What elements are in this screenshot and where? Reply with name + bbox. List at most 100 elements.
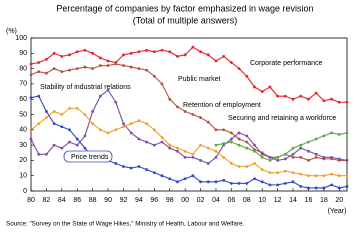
data-point bbox=[337, 132, 341, 136]
data-point bbox=[199, 50, 202, 54]
x-tick-label: 96 bbox=[150, 197, 158, 204]
data-point bbox=[199, 180, 202, 184]
data-point bbox=[75, 67, 79, 70]
data-point bbox=[191, 45, 195, 49]
data-point bbox=[260, 180, 264, 184]
data-point bbox=[122, 53, 125, 57]
data-point bbox=[299, 143, 303, 147]
data-point bbox=[37, 61, 41, 64]
series-line bbox=[215, 132, 348, 161]
data-point bbox=[299, 172, 303, 176]
data-point bbox=[52, 67, 56, 70]
data-point bbox=[253, 177, 256, 181]
data-point bbox=[206, 180, 210, 184]
data-point bbox=[60, 125, 64, 129]
data-point bbox=[176, 146, 179, 150]
x-tick-label: 82 bbox=[43, 197, 51, 204]
data-point bbox=[322, 186, 326, 190]
data-point bbox=[322, 174, 326, 178]
x-tick-label: 08 bbox=[243, 197, 251, 204]
data-point bbox=[45, 152, 48, 156]
data-point bbox=[145, 168, 149, 171]
data-point bbox=[191, 113, 195, 116]
data-point bbox=[29, 73, 33, 77]
data-point bbox=[45, 110, 48, 113]
data-point bbox=[229, 137, 233, 141]
x-tick-label: 14 bbox=[289, 197, 297, 204]
data-point bbox=[268, 85, 272, 89]
data-point bbox=[322, 134, 326, 138]
data-point bbox=[152, 143, 156, 147]
data-point bbox=[183, 155, 187, 159]
data-point bbox=[68, 128, 71, 132]
x-tick-label: 18 bbox=[320, 197, 328, 204]
data-point bbox=[337, 157, 341, 161]
data-point bbox=[137, 165, 141, 168]
data-point bbox=[176, 149, 179, 153]
data-point bbox=[52, 51, 56, 55]
data-point bbox=[222, 54, 226, 58]
data-point bbox=[260, 90, 264, 93]
series-label: Public market bbox=[178, 76, 220, 83]
chart-title: Percentage of companies by factor emphas… bbox=[56, 3, 313, 13]
data-point bbox=[237, 131, 241, 135]
data-point bbox=[330, 172, 333, 176]
data-point bbox=[330, 131, 333, 135]
data-point bbox=[60, 113, 64, 116]
data-point bbox=[268, 171, 272, 175]
data-point bbox=[129, 122, 133, 126]
data-point bbox=[114, 128, 118, 132]
data-point bbox=[160, 82, 164, 86]
data-point bbox=[307, 159, 310, 162]
data-point bbox=[307, 149, 310, 153]
data-point bbox=[307, 140, 310, 144]
data-point bbox=[214, 128, 218, 132]
data-point bbox=[245, 134, 249, 138]
data-point bbox=[260, 168, 264, 171]
x-tick-label: 88 bbox=[89, 197, 97, 204]
data-point bbox=[68, 140, 71, 144]
data-point bbox=[253, 162, 256, 165]
data-point bbox=[222, 178, 226, 182]
data-point bbox=[98, 94, 102, 98]
data-point bbox=[283, 152, 287, 156]
data-point bbox=[68, 68, 71, 72]
data-point bbox=[307, 97, 310, 101]
data-point bbox=[322, 99, 326, 103]
data-point bbox=[91, 51, 95, 55]
data-point bbox=[122, 122, 125, 126]
data-point bbox=[129, 65, 133, 69]
data-point bbox=[214, 59, 218, 63]
data-point bbox=[206, 53, 210, 57]
data-point bbox=[314, 91, 318, 95]
x-tick-label: 10 bbox=[258, 197, 266, 204]
data-point bbox=[52, 122, 56, 126]
data-point bbox=[75, 50, 79, 54]
series-line bbox=[30, 46, 347, 103]
y-tick-label: 30 bbox=[19, 142, 27, 149]
data-point bbox=[176, 180, 179, 184]
data-point bbox=[114, 162, 118, 165]
data-point bbox=[52, 143, 56, 147]
x-tick-label: 12 bbox=[274, 197, 282, 204]
x-tick-label: 04 bbox=[212, 197, 220, 204]
data-point bbox=[37, 122, 41, 126]
data-point bbox=[222, 142, 226, 145]
x-tick-label: 06 bbox=[227, 197, 235, 204]
x-tick-label: 16 bbox=[305, 197, 313, 204]
source-note: Source: "Survey on the State of Wage Hik… bbox=[6, 221, 245, 228]
series-label: Price trends bbox=[71, 154, 109, 161]
data-point bbox=[176, 105, 179, 109]
data-point bbox=[314, 155, 318, 159]
chart-subtitle: (Total of multiple answers) bbox=[133, 15, 238, 25]
data-point bbox=[91, 122, 95, 126]
data-point bbox=[191, 174, 195, 178]
data-point bbox=[75, 143, 79, 147]
data-point bbox=[37, 94, 41, 98]
data-point bbox=[245, 165, 249, 168]
data-point bbox=[314, 174, 318, 178]
data-point bbox=[206, 120, 210, 124]
data-point bbox=[222, 155, 226, 159]
data-point bbox=[122, 165, 125, 168]
data-point bbox=[214, 155, 218, 159]
